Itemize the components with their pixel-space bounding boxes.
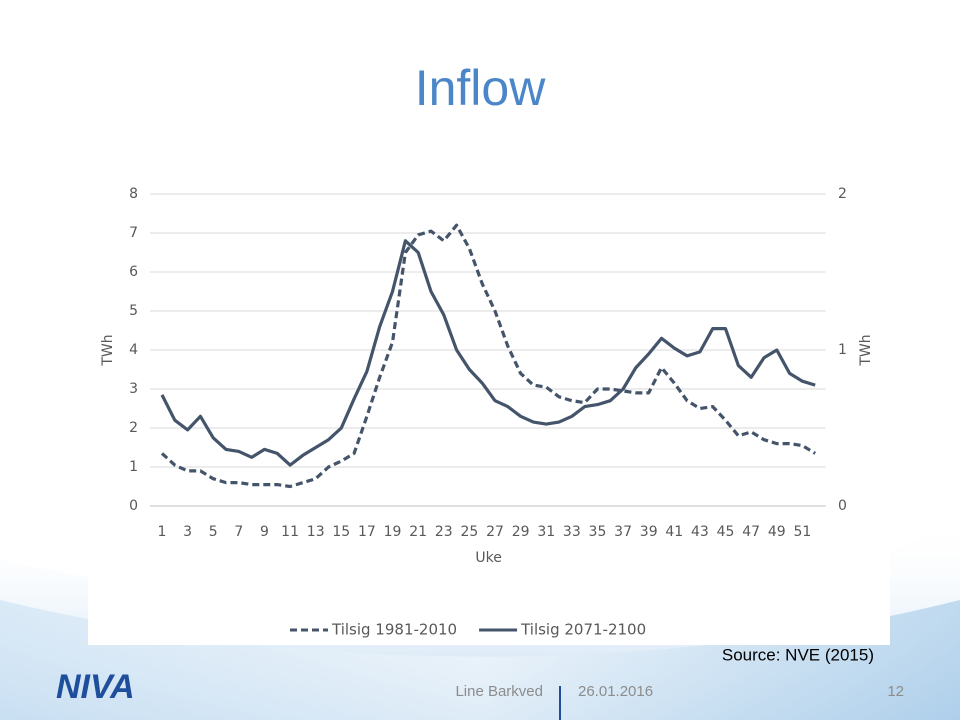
y-tick-label: 5	[129, 303, 138, 319]
y-tick-label: 0	[129, 498, 138, 514]
y-axis-label: TWh	[100, 334, 116, 366]
x-tick-label: 51	[793, 524, 811, 540]
y2-axis-label: TWh	[858, 334, 874, 366]
x-tick-label: 27	[486, 524, 504, 540]
page-number: 12	[887, 683, 904, 700]
x-tick-label: 13	[307, 524, 325, 540]
x-tick-label: 29	[512, 524, 530, 540]
y2-tick-label: 1	[838, 342, 847, 358]
x-tick-label: 35	[589, 524, 607, 540]
x-tick-label: 33	[563, 524, 581, 540]
y-tick-label: 6	[129, 264, 138, 280]
x-tick-label: 21	[409, 524, 427, 540]
x-tick-label: 7	[234, 524, 243, 540]
x-tick-label: 39	[640, 524, 658, 540]
x-tick-label: 41	[665, 524, 683, 540]
x-tick-label: 11	[281, 524, 299, 540]
legend-label: Tilsig 1981-2010	[331, 621, 457, 639]
x-tick-label: 15	[332, 524, 350, 540]
y-tick-label: 3	[129, 381, 138, 397]
x-tick-label: 25	[460, 524, 478, 540]
logo: NIVA	[56, 668, 135, 706]
legend-label: Tilsig 2071-2100	[520, 621, 646, 639]
source: Source: NVE (2015)	[722, 645, 874, 664]
y2-tick-label: 0	[838, 498, 847, 514]
x-tick-label: 49	[768, 524, 786, 540]
x-tick-label: 47	[742, 524, 760, 540]
y-tick-label: 7	[129, 225, 138, 241]
y-tick-label: 2	[129, 420, 138, 436]
slide-title: Inflow	[415, 60, 547, 116]
x-tick-label: 37	[614, 524, 632, 540]
x-axis-label: Uke	[475, 550, 501, 566]
chart-area	[88, 175, 890, 645]
y2-tick-label: 2	[838, 186, 847, 202]
date: 26.01.2016	[578, 683, 653, 700]
y-tick-label: 1	[129, 459, 138, 475]
x-tick-label: 19	[384, 524, 402, 540]
x-tick-label: 31	[537, 524, 555, 540]
series-line	[160, 239, 816, 467]
x-tick-label: 9	[260, 524, 269, 540]
author: Line Barkved	[455, 683, 543, 700]
background-wave	[0, 600, 960, 720]
x-tick-label: 45	[717, 524, 735, 540]
y-tick-label: 8	[129, 186, 138, 202]
x-tick-label: 17	[358, 524, 376, 540]
x-tick-label: 23	[435, 524, 453, 540]
x-tick-label: 5	[209, 524, 218, 540]
x-tick-label: 3	[183, 524, 192, 540]
x-tick-label: 43	[691, 524, 709, 540]
x-tick-label: 1	[158, 524, 167, 540]
y-tick-label: 4	[129, 342, 138, 358]
series-line	[160, 223, 817, 489]
